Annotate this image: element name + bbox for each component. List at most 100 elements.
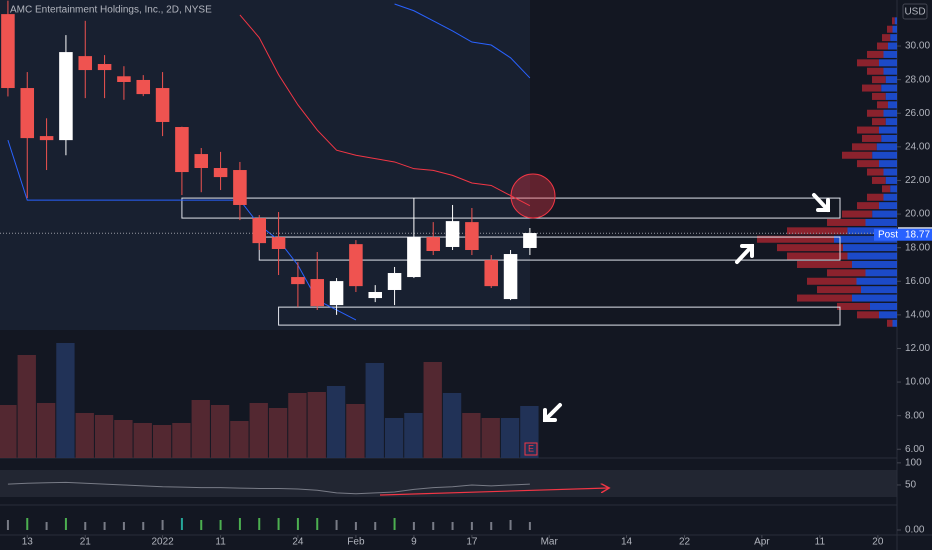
- hist-bar: [335, 520, 338, 530]
- hist-bar: [412, 522, 415, 530]
- oscillator-line: [7, 481, 530, 495]
- x-tick-label: 11: [215, 537, 226, 548]
- hist-bar: [451, 522, 454, 530]
- y-tick-label: 10.00: [905, 377, 930, 388]
- candle-body: [387, 273, 402, 290]
- profile-part: [881, 84, 897, 92]
- profile-part: [827, 218, 866, 226]
- profile-part: [885, 118, 897, 126]
- x-tick-label: 21: [80, 537, 92, 548]
- profile-part: [861, 286, 897, 294]
- x-tick-label: 9: [411, 537, 417, 548]
- osc-tick-label: 100: [905, 458, 922, 469]
- profile-part: [857, 126, 879, 134]
- post-box: [874, 228, 932, 241]
- profile-part: [865, 269, 897, 277]
- candle-body: [523, 233, 537, 248]
- profile-part: [892, 25, 897, 33]
- profile-part: [872, 76, 886, 84]
- trend-annotation: [379, 488, 608, 496]
- hist-bar: [26, 518, 29, 530]
- volume-bar: [0, 405, 17, 458]
- candle-body: [194, 154, 209, 169]
- profile-bar: [867, 109, 897, 117]
- profile-bar: [797, 294, 897, 302]
- overlay-line: [394, 3, 531, 79]
- hist-bar: [277, 518, 280, 530]
- candle-body: [97, 64, 112, 71]
- currency: USD: [904, 7, 925, 18]
- x-tick-label: Feb: [347, 537, 365, 548]
- candle-body: [252, 218, 267, 244]
- osc-tick-label: 50: [905, 480, 917, 491]
- earnings-label: E: [528, 443, 534, 453]
- profile-part: [877, 101, 888, 109]
- hist-bar: [354, 522, 357, 530]
- profile-bar: [872, 176, 897, 184]
- candle-body: [349, 244, 363, 287]
- profile-part: [817, 286, 861, 294]
- hist-bar: [142, 522, 145, 530]
- hist-bar: [45, 522, 48, 530]
- plot: [0, 0, 897, 530]
- hist-bar: [258, 518, 261, 530]
- volume-bar: [346, 404, 365, 458]
- profile-bar: [777, 244, 897, 252]
- post-price: 18.77: [905, 229, 930, 240]
- profile-bar: [862, 134, 897, 142]
- y-tick-label: 16.00: [905, 276, 930, 287]
- candle-body: [59, 52, 73, 141]
- hist-bar: [103, 522, 106, 530]
- profile-part: [842, 151, 873, 159]
- profile-part: [847, 252, 897, 260]
- volume-bar: [191, 400, 210, 458]
- profile-part: [867, 168, 884, 176]
- volume-bar: [326, 386, 346, 458]
- candle-body: [503, 254, 518, 300]
- profile-part: [888, 42, 897, 50]
- profile-part: [797, 260, 852, 268]
- profile-part: [857, 59, 879, 67]
- profile-part: [857, 160, 879, 168]
- profile-part: [887, 319, 893, 327]
- profile-part: [881, 134, 897, 142]
- profile-part: [872, 151, 897, 159]
- profile-part: [885, 76, 897, 84]
- candle-body: [175, 127, 189, 173]
- x-tick-label: 24: [292, 537, 304, 548]
- profile-part: [882, 185, 891, 193]
- x-tick-label: 11: [815, 537, 826, 548]
- profile-part: [877, 42, 888, 50]
- profile-part: [837, 302, 870, 310]
- hist-bar: [161, 520, 164, 530]
- hist-bar: [509, 520, 512, 530]
- candle-body: [39, 136, 54, 141]
- profile-part: [883, 67, 897, 75]
- hist-bar: [316, 518, 319, 530]
- volume-bar: [442, 393, 462, 458]
- profile-bar: [877, 42, 897, 50]
- highlight-circle: [510, 173, 556, 219]
- profile-part: [857, 202, 879, 210]
- profile-bar: [867, 50, 897, 58]
- volume-bar: [56, 343, 75, 458]
- profile-part: [883, 50, 897, 58]
- profile-bar: [842, 151, 897, 159]
- hist-bar: [374, 522, 377, 530]
- currency-box: [902, 3, 928, 20]
- overlay-line: [239, 14, 531, 207]
- profile-bar: [862, 84, 897, 92]
- hist-bar: [432, 522, 435, 530]
- profile-bar: [797, 260, 897, 268]
- profile-part: [883, 193, 897, 201]
- profile-part: [883, 109, 897, 117]
- profile-bar: [837, 302, 897, 310]
- profile-bar: [867, 67, 897, 75]
- x-tick-label: 14: [621, 537, 633, 548]
- volume-bar: [423, 362, 442, 458]
- hist-bar: [470, 522, 473, 530]
- profile-part: [797, 294, 852, 302]
- post-label: Post: [878, 229, 898, 240]
- candle-body: [368, 292, 382, 299]
